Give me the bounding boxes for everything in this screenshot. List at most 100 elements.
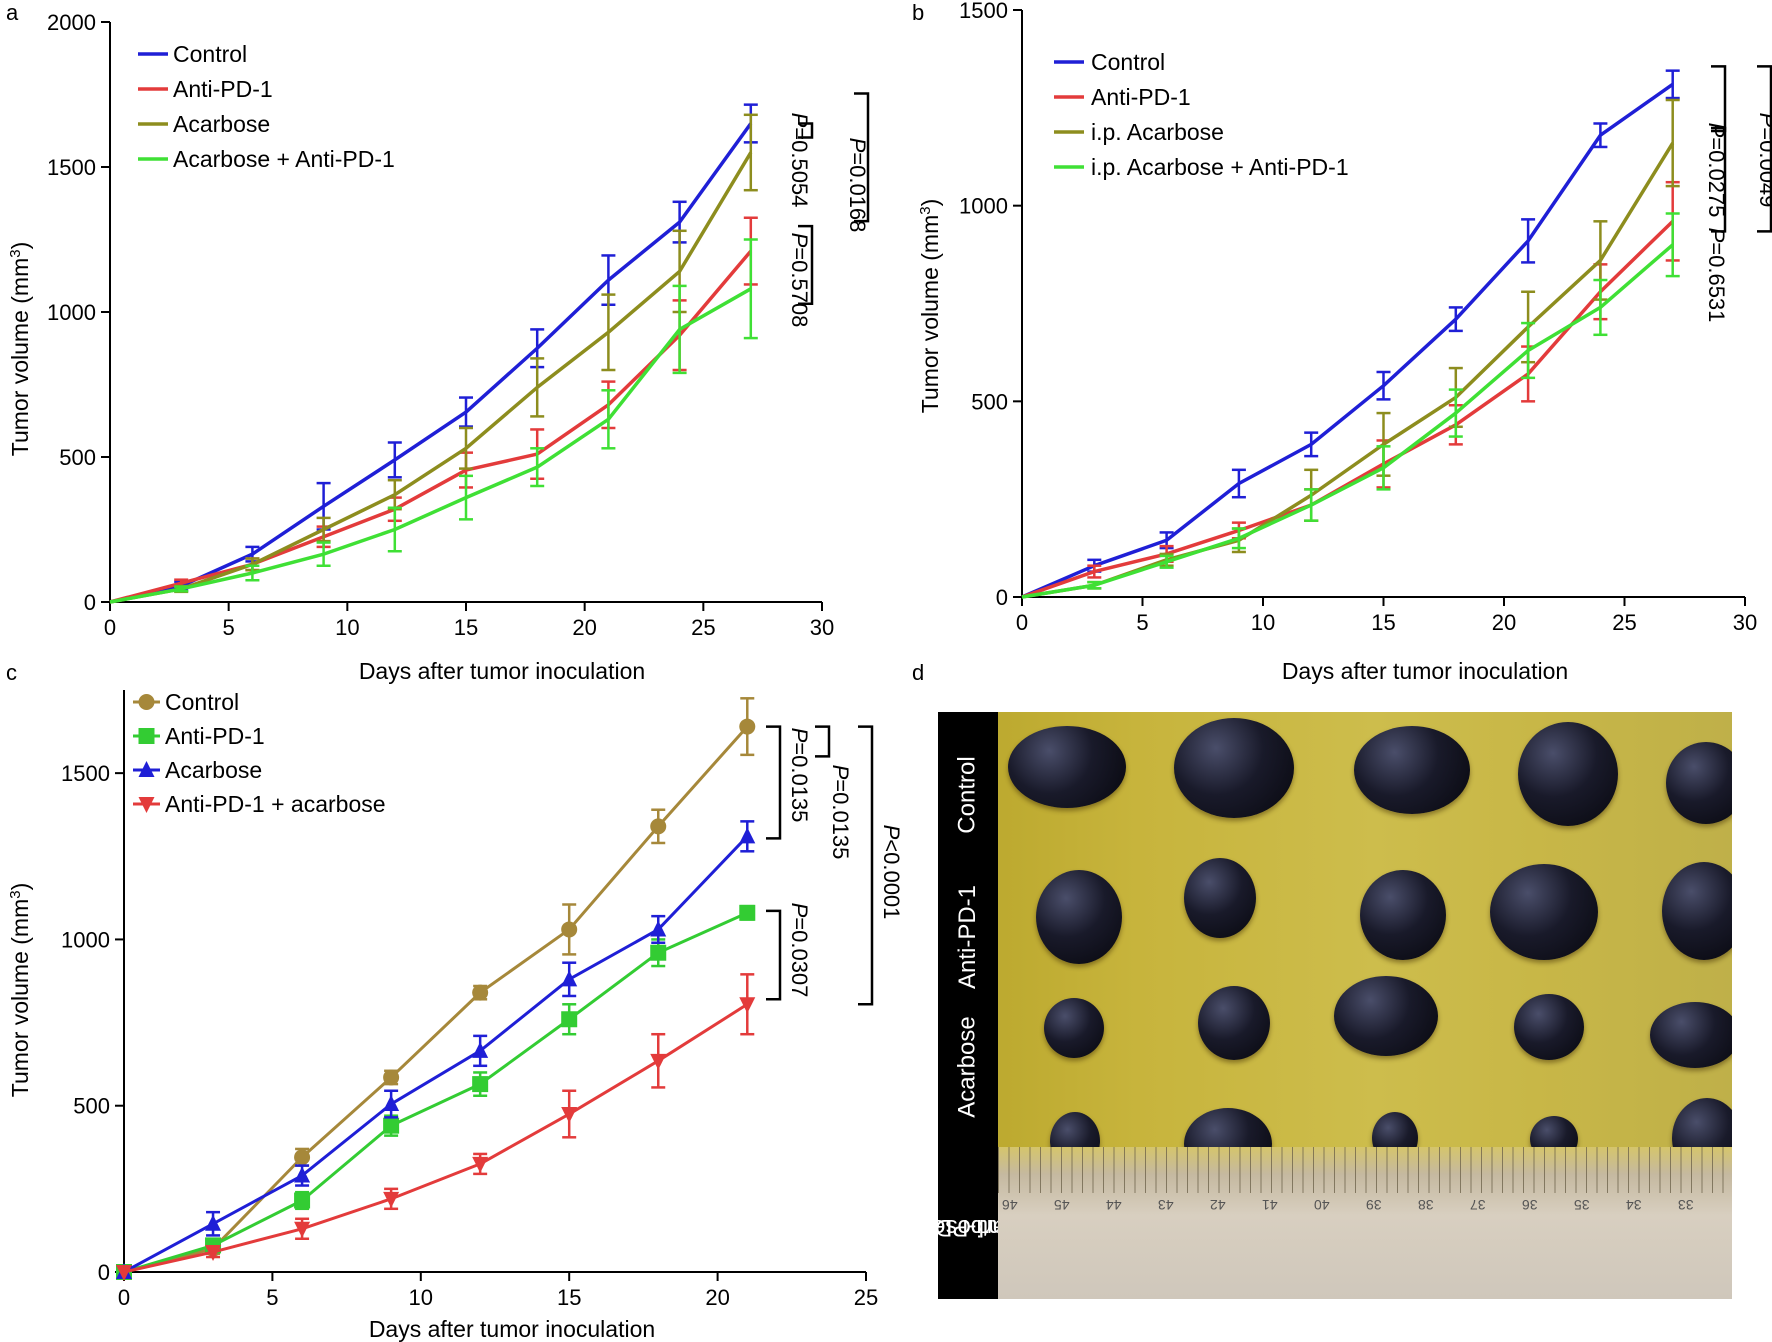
data-point [383,1095,400,1112]
tumor [1198,986,1270,1060]
chart-a-xlabel: Days after tumor inoculation [359,658,645,684]
significance-bracket [1711,65,1727,133]
data-point [739,997,756,1014]
tumor [1334,976,1438,1056]
series-line-1 [1021,82,1674,599]
ruler-number: 40 [1314,1197,1330,1213]
tumor [1044,998,1104,1058]
legend-label: i.p. Acarbose + Anti-PD-1 [1091,154,1349,180]
panel-label-b: b [912,0,924,25]
series-line-3 [123,835,749,1274]
x-tick-label: 25 [854,1285,878,1310]
legend-label: Acarbose [173,111,270,137]
data-point [561,970,578,987]
data-point [472,1041,489,1058]
x-tick-label: 15 [557,1285,581,1310]
series-line-4 [1021,243,1674,599]
chart-a-p1: P=0.5054 [787,113,812,208]
ruler-number: 34 [1626,1197,1642,1213]
y-tick-label: 0 [996,585,1008,610]
y-tick-label: 1500 [61,761,110,786]
legend-label: Anti-PD-1 [173,76,273,102]
x-tick-label: 15 [454,615,478,640]
data-point [383,1117,400,1134]
ruler-number: 45 [1054,1197,1070,1213]
ruler-number: 46 [1002,1197,1018,1213]
significance-bracket [858,725,874,1006]
legend-label: Anti-PD-1 [1091,84,1191,110]
chart-c-ylabel: Tumor volume (mm3) [7,883,34,1098]
data-point [138,728,155,744]
y-tick-label: 2000 [47,10,96,35]
x-tick-label: 30 [810,615,834,640]
data-point [116,1265,132,1281]
chart-b: Days after tumor inoculation Tumor volum… [917,0,1772,684]
x-tick-label: 20 [572,615,596,640]
data-point [650,920,667,937]
photo-row-label-combo: Anti-PD-1 +acarbose [938,1214,1031,1241]
panel-label-d: d [912,660,924,685]
ruler-number: 44 [1106,1197,1122,1213]
series-line-2 [109,249,753,604]
series-line-4 [123,1003,749,1274]
photo-row-label-control: Control [954,756,981,834]
tumor [1490,864,1598,960]
legend-label: i.p. Acarbose [1091,119,1224,145]
photo-row-labels [938,712,998,1299]
legend-label: Control [165,689,239,715]
tumor [1174,718,1294,818]
y-tick-label: 1500 [959,0,1008,23]
chart-b-p3: P=0.6531 [1704,228,1729,323]
data-point [650,818,667,835]
chart-a-ylabel: Tumor volume (mm3) [7,242,34,457]
tumor [1360,870,1446,960]
chart-c-p4: P=0.0307 [787,903,812,998]
data-point [294,1221,311,1238]
data-point [294,1149,311,1166]
x-tick-label: 25 [691,615,715,640]
photo-row-label-anti-pd-1: Anti-PD-1 [954,884,981,990]
data-point [739,827,756,844]
data-point [138,761,155,777]
significance-bracket [1757,65,1772,233]
data-point [561,1107,578,1124]
tumor [1662,862,1732,960]
legend-label: Control [1091,49,1165,75]
data-point [383,1069,400,1086]
x-tick-label: 20 [1492,610,1516,635]
ruler-number: 36 [1522,1197,1538,1213]
data-point [138,797,155,813]
chart-b-xlabel: Days after tumor inoculation [1282,658,1568,684]
series-line-2 [123,911,748,1274]
significance-bracket [815,725,831,758]
significance-bracket [1711,126,1727,233]
data-point [383,1191,400,1208]
x-tick-label: 15 [1371,610,1395,635]
y-tick-label: 0 [98,1260,110,1285]
legend-label: Anti-PD-1 + acarbose [165,791,386,817]
ruler-ticks [998,1147,1732,1193]
panel-label-a: a [6,0,19,25]
y-tick-label: 1000 [959,194,1008,219]
chart-b-p2: P=0.0049 [1755,113,1772,208]
ruler-number: 42 [1210,1197,1226,1213]
ruler-number: 38 [1418,1197,1434,1213]
data-point [205,1214,222,1231]
chart-a: Days after tumor inoculation Tumor volum… [7,10,871,684]
panel-label-c: c [6,660,17,685]
series-line-2 [1021,220,1674,599]
ruler-number: 33 [1678,1197,1694,1213]
data-point [472,1076,489,1093]
series-line-1 [109,122,753,604]
tumor [1184,858,1256,938]
tumor-photo: Control Anti-PD-1 Acarbose Anti-PD-1 +ac… [938,712,1732,1299]
data-point [205,1245,222,1262]
ruler-number: 39 [1366,1197,1382,1213]
ruler-number: 37 [1470,1197,1486,1213]
x-tick-label: 0 [1016,610,1028,635]
tumor [1514,994,1584,1060]
series-line-3 [109,151,753,604]
x-tick-label: 10 [409,1285,433,1310]
tumor [1518,722,1618,826]
